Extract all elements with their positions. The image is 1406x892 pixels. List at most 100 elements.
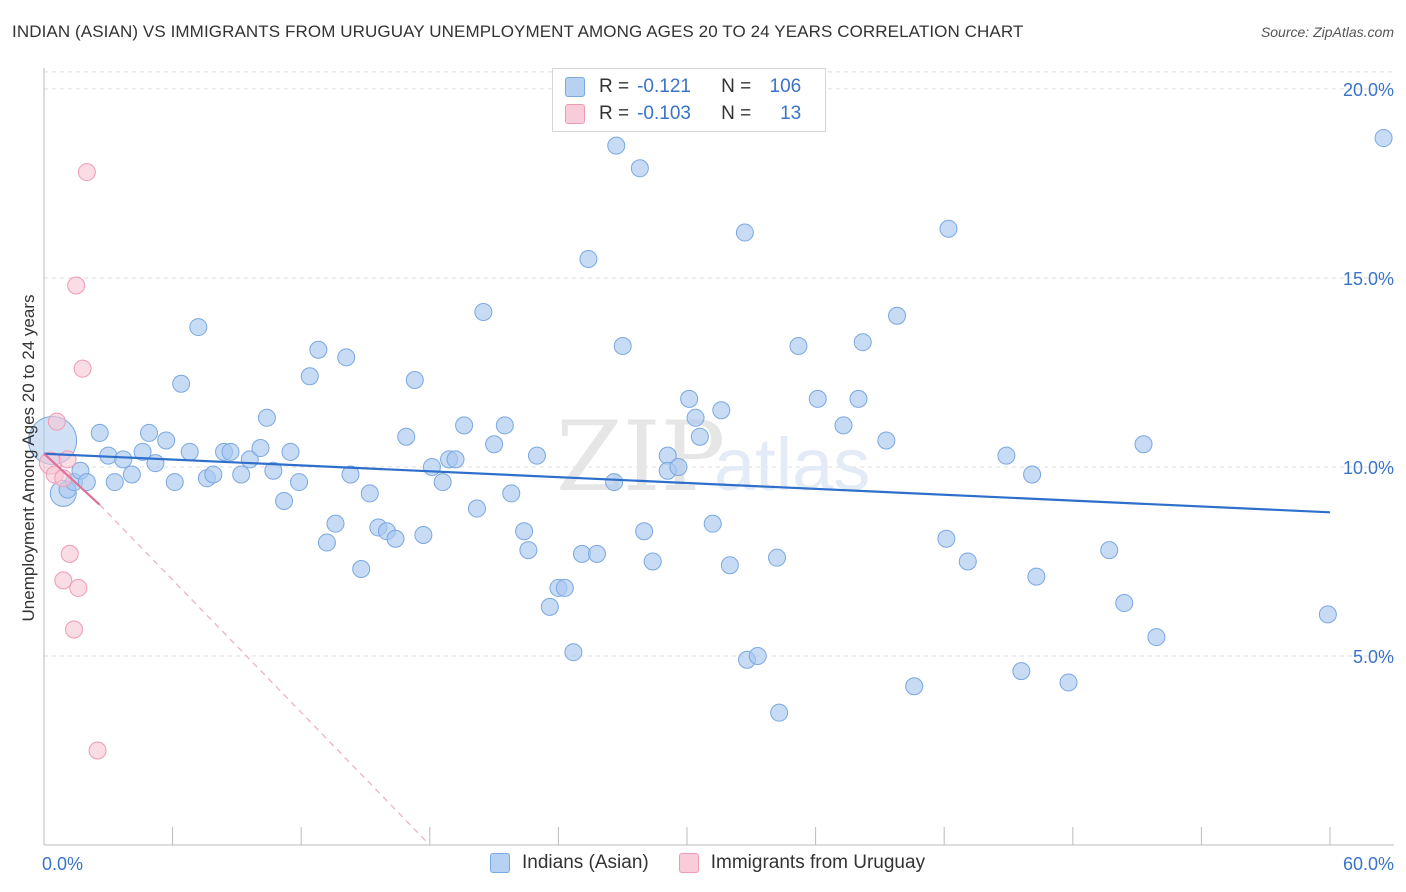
legend-n-value: 106 — [769, 76, 802, 97]
x-tick-label-end: 60.0% — [1343, 854, 1394, 874]
y-axis-label: Unemployment Among Ages 20 to 24 years — [19, 295, 38, 622]
point-indians — [122, 465, 141, 484]
point-indians — [221, 442, 240, 461]
legend-row-indians: R = -0.121 N = 106 — [565, 74, 801, 100]
point-indians — [204, 465, 223, 484]
legend-r-label: R = — [599, 76, 630, 97]
point-indians — [1023, 465, 1042, 484]
point-uruguay — [69, 578, 88, 597]
point-indians — [251, 439, 270, 458]
point-indians — [114, 450, 133, 469]
point-indians — [958, 552, 977, 571]
point-indians — [789, 336, 808, 355]
point-indians — [669, 457, 688, 476]
grid-lines — [44, 71, 1394, 657]
point-indians — [939, 219, 958, 238]
y-tick-label: 10.0% — [1343, 458, 1394, 478]
point-indians — [527, 446, 546, 465]
point-uruguay — [88, 741, 107, 760]
point-indians — [455, 416, 474, 435]
point-indians — [579, 250, 598, 269]
point-indians — [275, 491, 294, 510]
series-legend: Indians (Asian) Immigrants from Uruguay — [490, 852, 955, 874]
point-indians — [519, 541, 538, 560]
point-indians — [386, 529, 405, 548]
x-tick-label-start: 0.0% — [42, 854, 83, 874]
point-indians — [937, 529, 956, 548]
point-indians — [555, 578, 574, 597]
point-indians — [643, 552, 662, 571]
series-uruguay-points — [38, 163, 107, 760]
point-uruguay — [67, 276, 86, 295]
point-indians — [1318, 605, 1337, 624]
point-indians — [1012, 662, 1031, 681]
point-indians — [146, 454, 165, 473]
point-indians — [360, 484, 379, 503]
trend-line-indians — [43, 452, 1331, 514]
point-indians — [467, 499, 486, 518]
point-indians — [768, 548, 787, 567]
trend-line-uruguay-extension — [99, 504, 431, 846]
point-indians — [703, 514, 722, 533]
point-indians — [105, 473, 124, 492]
point-indians — [1147, 628, 1166, 647]
point-indians — [997, 446, 1016, 465]
point-uruguay — [47, 412, 66, 431]
legend-n-value: 13 — [780, 103, 802, 124]
point-indians — [853, 333, 872, 352]
point-indians — [290, 473, 309, 492]
point-indians — [564, 643, 583, 662]
point-indians — [1027, 567, 1046, 586]
point-uruguay — [65, 620, 84, 639]
legend-swatch-uruguay — [565, 104, 585, 124]
legend-label-indians: Indians (Asian) — [522, 852, 649, 873]
point-uruguay — [73, 359, 92, 378]
legend-swatch-uruguay — [678, 853, 699, 873]
point-indians — [264, 461, 283, 480]
y-tick-label: 15.0% — [1343, 269, 1394, 289]
point-indians — [485, 435, 504, 454]
point-indians — [300, 367, 319, 386]
point-indians — [748, 646, 767, 665]
point-indians — [712, 401, 731, 420]
legend-label-uruguay: Immigrants from Uruguay — [710, 852, 926, 873]
point-indians — [686, 408, 705, 427]
point-indians — [630, 159, 649, 178]
point-indians — [720, 556, 739, 575]
legend-row-uruguay: R = -0.103 N = 13 — [565, 101, 801, 127]
point-indians — [414, 526, 433, 544]
legend-swatch-indians — [490, 853, 510, 873]
point-indians — [352, 560, 371, 579]
trend-lines — [43, 452, 1331, 846]
point-indians — [232, 465, 251, 484]
point-uruguay — [60, 544, 79, 563]
point-indians — [165, 473, 184, 492]
point-indians — [515, 522, 534, 541]
point-indians — [1059, 673, 1078, 692]
point-indians — [605, 473, 624, 492]
y-tick-label: 5.0% — [1353, 647, 1394, 667]
series-indians-points — [28, 129, 1393, 722]
trend-line-uruguay — [43, 452, 101, 506]
point-indians — [140, 423, 159, 442]
watermark-atlas: atlas — [714, 423, 870, 506]
legend-item-indians[interactable]: Indians (Asian) — [490, 852, 649, 874]
point-indians — [281, 442, 300, 461]
point-indians — [133, 442, 152, 461]
legend-n-label: N = — [721, 103, 752, 124]
point-indians — [405, 371, 424, 389]
point-indians — [808, 389, 827, 408]
point-indians — [309, 340, 328, 359]
legend-r-label: R = — [599, 103, 630, 124]
legend-r-value: -0.103 — [637, 103, 691, 124]
point-indians — [849, 389, 868, 408]
point-indians — [613, 336, 632, 355]
legend-item-uruguay[interactable]: Immigrants from Uruguay — [678, 852, 926, 874]
point-indians — [189, 318, 208, 337]
point-indians — [157, 431, 176, 450]
point-indians — [474, 302, 493, 321]
point-indians — [90, 423, 109, 442]
point-indians — [1115, 594, 1134, 613]
tick-labels: 5.0% 10.0% 15.0% 20.0% 0.0% 60.0% — [42, 80, 1394, 874]
